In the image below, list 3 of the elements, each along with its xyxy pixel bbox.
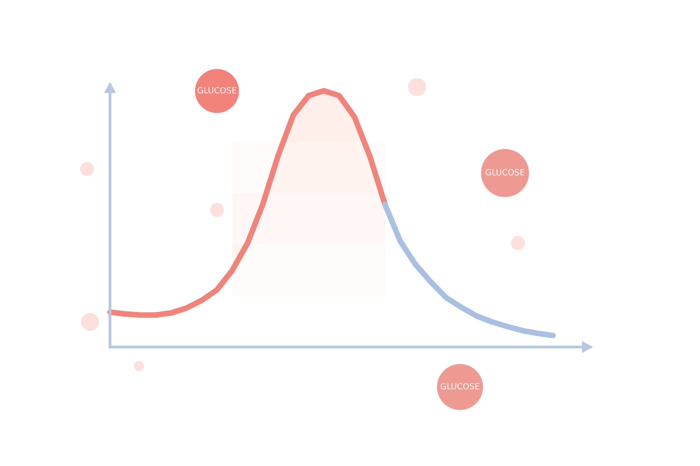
annotation: GLUCOSE (486, 169, 524, 176)
annotation: GLUCOSE (198, 87, 236, 94)
text: GLUCOSE (440, 383, 480, 390)
